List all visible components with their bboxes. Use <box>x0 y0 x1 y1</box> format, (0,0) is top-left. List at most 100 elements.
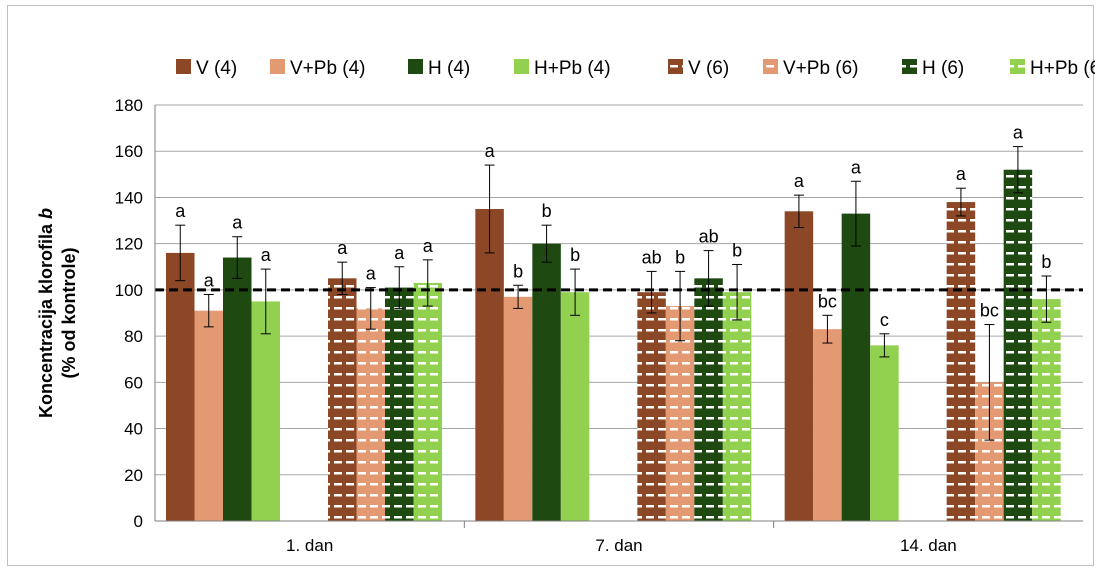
error-bar <box>513 284 524 309</box>
chart-frame: a a a a a a a a a b b b ab b ab b a bc a c a bc a b 0 20 40 60 80 10… <box>7 5 1095 566</box>
legend-item: H+Pb (4) <box>514 58 611 79</box>
y-tick-label: 100 <box>115 281 143 300</box>
legend-swatch <box>408 59 423 74</box>
error-bar <box>675 270 686 342</box>
y-tick-label: 0 <box>134 512 143 531</box>
legend-label: V (6) <box>688 58 729 79</box>
error-bar <box>822 314 833 344</box>
bar <box>194 310 223 521</box>
error-bar <box>703 250 714 307</box>
significance-letter: a <box>423 236 434 256</box>
legend-swatch <box>270 59 285 74</box>
bar <box>722 292 752 521</box>
y-tick-label: 160 <box>115 142 143 161</box>
y-tick-label: 120 <box>115 235 143 254</box>
bar <box>841 213 871 521</box>
significance-letter: b <box>542 201 552 221</box>
significance-letter: a <box>175 201 186 221</box>
legend-swatch <box>668 59 683 74</box>
significance-letter: b <box>513 261 523 281</box>
significance-letter: a <box>1013 123 1024 143</box>
y-tick-label: 60 <box>124 373 143 392</box>
bar <box>356 308 385 521</box>
significance-letter: a <box>366 264 377 284</box>
bar <box>665 306 695 521</box>
legend-item: V+Pb (4) <box>270 58 366 79</box>
error-bar <box>175 224 186 282</box>
legend-label: V+Pb (6) <box>783 58 859 79</box>
significance-letter: a <box>394 243 405 263</box>
legend-label: H+Pb (4) <box>534 58 611 79</box>
y-axis-title-line2: (% od kontrole) <box>59 248 79 379</box>
bar <box>166 252 195 521</box>
error-bar <box>203 294 214 328</box>
legend-item: V (6) <box>668 58 729 79</box>
legend-label: V (4) <box>196 58 237 79</box>
significance-letter: a <box>851 157 862 177</box>
significance-letter: b <box>1041 252 1051 272</box>
significance-letter: a <box>232 213 243 233</box>
legend-label: V+Pb (4) <box>290 58 366 79</box>
significance-letter: a <box>485 141 496 161</box>
error-bar <box>260 268 271 335</box>
legend-item: H (6) <box>902 58 964 79</box>
error-bar <box>365 287 376 330</box>
significance-letter: bc <box>980 301 999 321</box>
error-bar <box>646 270 657 314</box>
y-tick-label: 20 <box>124 466 143 485</box>
bar <box>946 202 976 522</box>
error-bar <box>793 194 804 228</box>
significance-letter: c <box>880 310 889 330</box>
error-bar <box>879 333 890 358</box>
bar <box>637 292 666 521</box>
significance-letter: a <box>261 245 272 265</box>
legend-label: H (4) <box>428 58 470 79</box>
legend-swatch <box>514 59 529 74</box>
significance-letter: a <box>204 271 215 291</box>
error-bar <box>232 236 243 279</box>
error-bar <box>394 266 405 309</box>
error-bar <box>1012 146 1023 194</box>
bar <box>813 329 842 521</box>
legend-item: H+Pb (6) <box>1010 58 1095 79</box>
bar <box>503 296 533 521</box>
y-axis-title-line1: Koncentracija klorofila b <box>36 208 56 418</box>
error-bar <box>732 263 743 321</box>
significance-letter: a <box>794 171 805 191</box>
bar <box>1032 299 1061 521</box>
axes-layer: 0 20 40 60 80 100 120 140 160 180 1. dan 7. dan 14. … <box>115 96 1083 555</box>
legend-swatch <box>902 59 917 74</box>
x-tick-label: 14. dan <box>900 536 957 555</box>
bar <box>532 243 561 521</box>
significance-letter: a <box>956 164 967 184</box>
error-bar <box>850 180 861 247</box>
significance-letter: ab <box>699 227 719 247</box>
y-tick-label: 180 <box>115 96 143 115</box>
bar <box>328 278 357 521</box>
significance-letter: b <box>675 247 685 267</box>
legend-label: H+Pb (6) <box>1030 58 1095 79</box>
x-tick-label: 1. dan <box>286 536 333 555</box>
significance-letter: b <box>732 240 742 260</box>
error-bar <box>984 324 995 441</box>
bar <box>870 345 899 521</box>
bar <box>413 282 442 521</box>
error-bar <box>1041 275 1052 323</box>
bar <box>784 211 814 522</box>
legend-item: H (4) <box>408 58 470 79</box>
legend-layer: V (4) V+Pb (4) H (4) H+Pb (4) V (6) V+Pb (6) H… <box>176 58 1095 79</box>
bar <box>475 209 504 521</box>
y-tick-label: 80 <box>124 327 143 346</box>
error-bar <box>541 224 552 263</box>
significance-letter: a <box>337 238 348 258</box>
error-bar <box>484 164 495 254</box>
bar <box>560 292 590 521</box>
legend-item: V+Pb (6) <box>763 58 859 79</box>
legend-swatch <box>1010 59 1025 74</box>
significance-letter: ab <box>642 247 662 267</box>
error-bar <box>570 268 581 316</box>
bar <box>251 301 280 521</box>
bar <box>223 257 252 521</box>
